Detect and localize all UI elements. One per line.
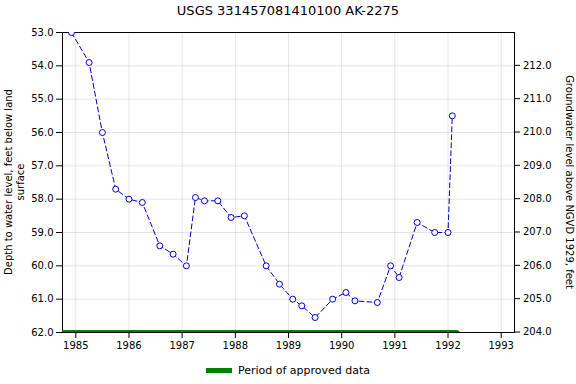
svg-text:1988: 1988 xyxy=(223,340,248,351)
svg-text:53.0: 53.0 xyxy=(31,27,53,38)
svg-text:58.0: 58.0 xyxy=(31,193,53,204)
svg-text:1986: 1986 xyxy=(116,340,141,351)
svg-text:211.0: 211.0 xyxy=(523,93,552,104)
svg-text:1991: 1991 xyxy=(382,340,407,351)
svg-text:61.0: 61.0 xyxy=(31,293,53,304)
svg-text:62.0: 62.0 xyxy=(31,327,53,338)
svg-text:209.0: 209.0 xyxy=(523,160,552,171)
svg-text:60.0: 60.0 xyxy=(31,260,53,271)
svg-text:Depth to water level, feet bel: Depth to water level, feet below landsur… xyxy=(3,89,26,275)
html-text:Period of approved data: Period of approved data xyxy=(237,363,371,377)
svg-text:1992: 1992 xyxy=(435,340,460,351)
html-text:USGS 331457081410100 AK-2275: USGS 331457081410100 AK-2275 xyxy=(176,3,400,18)
svg-text:204.0: 204.0 xyxy=(523,326,552,337)
svg-text:208.0: 208.0 xyxy=(523,193,552,204)
svg-text:207.0: 207.0 xyxy=(523,226,552,237)
svg-text:55.0: 55.0 xyxy=(31,93,53,104)
svg-text:1989: 1989 xyxy=(276,340,301,351)
svg-text:206.0: 206.0 xyxy=(523,260,552,271)
svg-text:1987: 1987 xyxy=(169,340,194,351)
svg-text:1993: 1993 xyxy=(488,340,513,351)
svg-text:54.0: 54.0 xyxy=(31,60,53,71)
svg-text:57.0: 57.0 xyxy=(31,160,53,171)
svg-text:1985: 1985 xyxy=(63,340,88,351)
svg-text:212.0: 212.0 xyxy=(523,60,552,71)
svg-text:210.0: 210.0 xyxy=(523,126,552,137)
svg-text:205.0: 205.0 xyxy=(523,293,552,304)
svg-text:59.0: 59.0 xyxy=(31,227,53,238)
svg-text:1990: 1990 xyxy=(329,340,354,351)
svg-text:Groundwater level above NGVD 1: Groundwater level above NGVD 1929, feet xyxy=(564,75,575,289)
svg-text:56.0: 56.0 xyxy=(31,127,53,138)
